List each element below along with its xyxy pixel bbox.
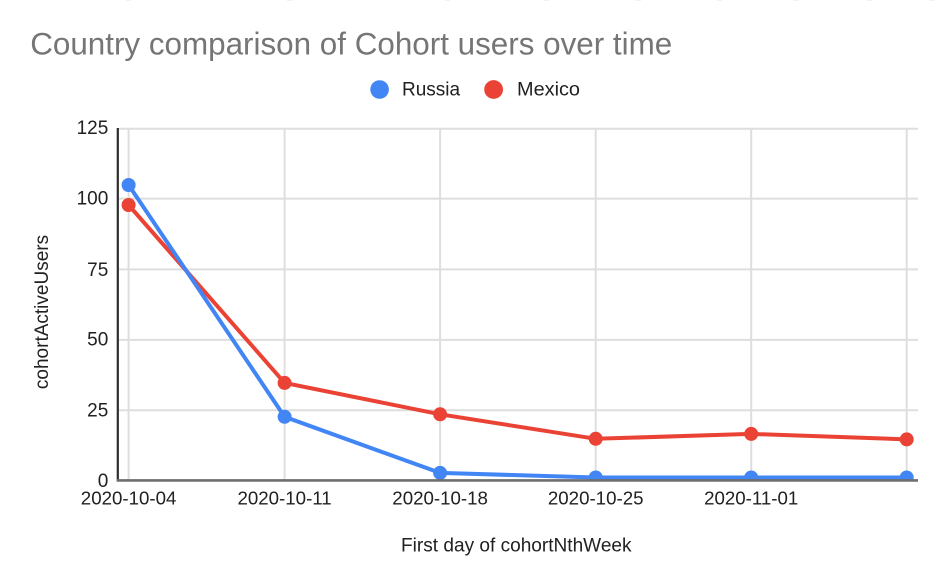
svg-text:2020-10-25: 2020-10-25 <box>548 488 644 509</box>
svg-text:125: 125 <box>77 118 109 139</box>
svg-text:Russia: Russia <box>402 79 461 100</box>
svg-text:25: 25 <box>87 401 108 422</box>
svg-text:Mexico: Mexico <box>517 79 580 100</box>
svg-text:2020-10-11: 2020-10-11 <box>237 488 331 509</box>
svg-text:First day of cohortNthWeek: First day of cohortNthWeek <box>401 536 632 557</box>
svg-text:75: 75 <box>87 260 108 281</box>
svg-text:2020-11-01: 2020-11-01 <box>704 488 798 509</box>
svg-text:0: 0 <box>98 471 109 492</box>
svg-text:Country comparison of Cohort u: Country comparison of Cohort users over … <box>30 26 672 61</box>
svg-text:100: 100 <box>77 188 109 209</box>
svg-text:2020-10-18: 2020-10-18 <box>392 488 488 509</box>
svg-text:cohortActiveUsers: cohortActiveUsers <box>32 235 53 389</box>
svg-text:2020-10-04: 2020-10-04 <box>81 488 177 509</box>
svg-text:50: 50 <box>87 330 108 351</box>
